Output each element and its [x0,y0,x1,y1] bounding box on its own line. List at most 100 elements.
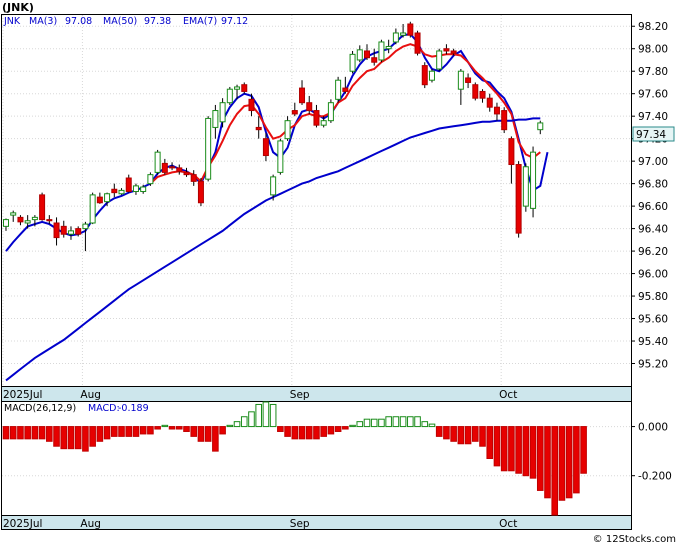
legend-ema7-label: EMA(7) [183,16,217,27]
candle-body [306,102,313,112]
candle-body [493,106,500,115]
candle-body [262,138,269,157]
candle-body [407,23,414,36]
macd-bar [580,426,587,474]
chart-title: (JNK) [2,1,34,14]
macd-bar [190,426,198,437]
macd-bar [60,426,68,450]
macd-bar [399,416,407,428]
candle-body [371,57,378,63]
macd-bar [111,426,118,437]
macd-bar [118,426,125,437]
candle-body [349,53,356,72]
price-x-tick: Oct [499,389,517,401]
macd-legend-title: MACD(26,12,9) [4,403,76,414]
candle-body [3,219,9,227]
macd-bar [197,426,205,442]
candle-body [118,189,125,195]
last-price-tag-box [632,126,675,142]
candle-body [270,176,277,196]
last-price-tag: 97.34 [636,129,666,141]
candle-body [522,166,529,207]
candle-body [125,177,132,193]
macd-bar [450,426,457,442]
macd-bar [291,426,299,440]
legend-ma50-value: 97.38 [144,16,171,27]
candle-body [472,84,479,99]
macd-legend-label: MACD: [88,403,120,414]
price-y-tick: 98.00 [638,44,668,56]
candle-body [219,102,226,123]
price-x-tick: Aug [80,389,101,401]
macd-bar [392,416,400,428]
price-panel [1,14,632,387]
macd-bar [565,426,573,499]
candle-body [31,216,38,221]
candle-body [154,151,161,173]
macd-bar [334,426,342,432]
candle-body [147,174,154,185]
legend-ticker: JNK [3,16,21,27]
price-y-tick: 96.40 [638,224,668,236]
macd-bar [407,416,414,428]
price-y-tick: 95.80 [638,291,668,303]
macd-bar [46,426,53,442]
macd-bar [493,426,501,467]
candle-body [378,41,385,61]
macd-bar [103,426,111,440]
candle-body [392,32,399,43]
macd-bar [536,426,544,491]
candle-body [104,193,111,203]
price-y-tick: 96.60 [638,201,668,213]
candle-body [537,122,544,131]
legend-ma3-label: MA(3) [29,16,57,27]
macd-bar [464,426,472,445]
candle-body [320,120,327,126]
candle-body [436,50,443,70]
macd-bar [38,426,46,440]
macd-bar [226,424,234,428]
candle-body [479,90,486,99]
candle-body [24,220,31,224]
macd-bar [443,426,450,440]
ma-line-ema7 [149,43,541,185]
macd-bar [183,426,190,432]
macd-bar [248,411,255,428]
macd-bar [378,418,385,428]
candle-body [234,86,241,90]
macd-x-tick: Sep [290,518,310,530]
macd-x-tick-labels: 2025Jul Aug Sep Oct [3,518,517,530]
price-y-tick: 95.60 [638,314,668,326]
candle-body [248,98,255,112]
candle-body [277,140,284,173]
candle-body [75,228,82,235]
candle-body [530,151,537,209]
macd-bar [457,426,465,445]
macd-bar [175,426,183,430]
candle-body [313,110,320,126]
candle-body [140,186,147,193]
macd-bar [255,403,262,428]
candle-body [508,138,515,166]
macd-bar [320,426,327,437]
candle-body [284,120,291,140]
macd-bar [515,426,522,474]
ma-line-ma3 [5,33,549,252]
macd-bar [17,426,24,440]
price-y-tick: 95.20 [638,359,668,371]
macd-bar [573,426,580,494]
candle-body [190,174,197,182]
candle-body [443,48,450,52]
macd-bar [500,426,508,472]
legend-ma50-label: MA(50) [103,16,137,27]
macd-bar [472,426,479,442]
macd-bar [298,426,306,440]
candle-body [10,212,17,216]
macd-bar [125,426,133,437]
candle-body [255,126,262,131]
copyright-text: © 12Stocks.com [593,534,676,545]
macd-bar [2,426,10,440]
candle-body [176,167,183,172]
candle-body [169,166,176,169]
macd-bar [53,426,60,447]
